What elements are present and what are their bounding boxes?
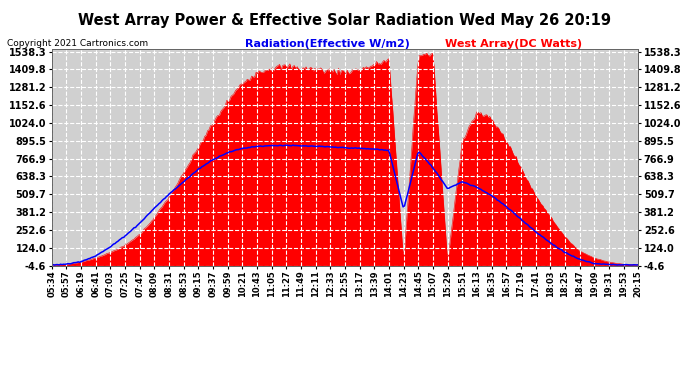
Text: West Array Power & Effective Solar Radiation Wed May 26 20:19: West Array Power & Effective Solar Radia…: [79, 13, 611, 28]
Text: Copyright 2021 Cartronics.com: Copyright 2021 Cartronics.com: [7, 39, 148, 48]
Text: Radiation(Effective W/m2): Radiation(Effective W/m2): [245, 39, 410, 50]
Text: West Array(DC Watts): West Array(DC Watts): [445, 39, 582, 50]
